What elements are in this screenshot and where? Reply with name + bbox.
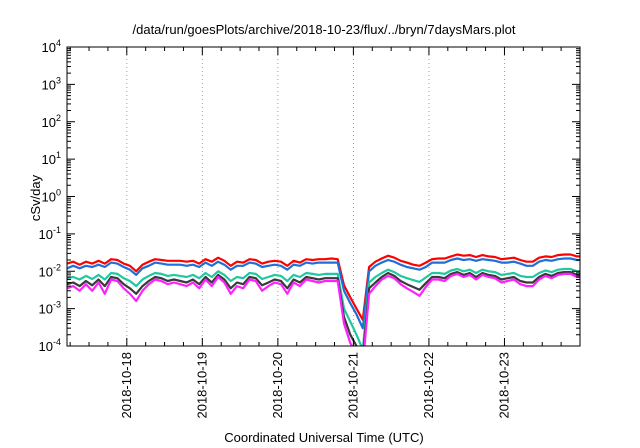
- y-tick-exponent: 2: [56, 113, 61, 123]
- y-tick-label: 104: [42, 38, 61, 55]
- x-axis-label: Coordinated Universal Time (UTC): [224, 430, 423, 445]
- y-tick-label: 10-1: [39, 225, 61, 242]
- x-tick-label: 2018-10-19: [194, 352, 209, 419]
- y-tick-label: 10-4: [39, 337, 61, 354]
- series-line-4: [67, 271, 580, 346]
- y-tick-exponent: 3: [56, 75, 61, 85]
- y-tick-base: 10: [39, 227, 53, 242]
- x-tick-label: 2018-10-21: [345, 352, 360, 419]
- y-tick-label: 100: [42, 188, 61, 205]
- x-tick-label: 2018-10-18: [119, 352, 134, 419]
- y-tick-base: 10: [42, 115, 56, 130]
- series-line-3: [67, 267, 580, 346]
- y-tick-exponent: 1: [56, 150, 61, 160]
- y-axis-label: cSv/day: [28, 174, 43, 221]
- y-tick-label: 102: [42, 113, 61, 130]
- y-tick-base: 10: [39, 302, 53, 317]
- y-tick-label: 10-2: [39, 262, 61, 279]
- x-tick-label: 2018-10-22: [421, 352, 436, 419]
- y-tick-exponent: 4: [56, 38, 61, 48]
- y-tick-label: 10-3: [39, 300, 61, 317]
- y-tick-base: 10: [42, 190, 56, 205]
- x-tick-labels: 2018-10-18 2018-10-19 2018-10-20 2018-10-21…: [119, 352, 512, 419]
- y-tick-exponent: 0: [56, 188, 61, 198]
- chart-title: /data/run/goesPlots/archive/2018-10-23/f…: [133, 22, 516, 37]
- y-tick-label: 101: [42, 150, 61, 167]
- plot-frame: [66, 46, 581, 347]
- y-tick-exponent: -2: [53, 262, 61, 272]
- y-tick-label: 103: [42, 75, 61, 92]
- series-lines: [67, 253, 580, 346]
- series-line-5: [67, 272, 580, 346]
- x-tick-label: 2018-10-23: [496, 352, 511, 419]
- axes: [66, 46, 581, 347]
- x-tick-label: 2018-10-20: [270, 352, 285, 419]
- series-line-1: [67, 253, 580, 321]
- y-tick-base: 10: [42, 40, 56, 55]
- series-line-2: [67, 257, 580, 330]
- y-tick-base: 10: [42, 152, 56, 167]
- y-tick-exponent: -1: [53, 225, 61, 235]
- grid: [126, 47, 505, 346]
- y-tick-exponent: -3: [53, 300, 61, 310]
- y-tick-base: 10: [39, 339, 53, 354]
- y-tick-base: 10: [39, 264, 53, 279]
- y-tick-base: 10: [42, 77, 56, 92]
- y-tick-exponent: -4: [53, 337, 61, 347]
